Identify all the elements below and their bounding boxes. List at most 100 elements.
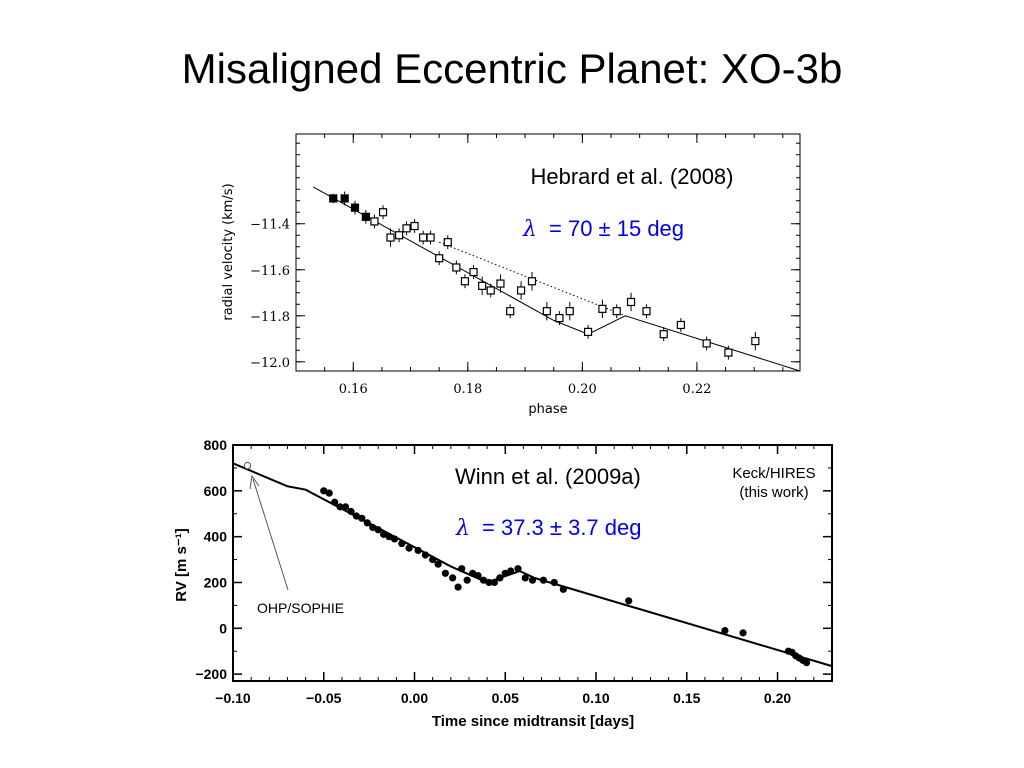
winn-data-point [539, 576, 547, 584]
winn-data-point [485, 578, 493, 587]
slide-title: Misaligned Eccentric Planet: XO-3b [181, 45, 843, 92]
winn-y-tick-label: 0 [219, 620, 227, 636]
hebrard-data-point [626, 297, 636, 307]
hebrard-data-point [460, 277, 470, 286]
hebrard-data-point [410, 221, 419, 231]
keck-legend-line2: (this work) [739, 484, 808, 501]
hebrard-data-point [598, 304, 607, 313]
winn-lambda-symbol: λ [455, 516, 470, 541]
winn-x-tick-label: 0.00 [401, 690, 428, 706]
winn-data-point [385, 533, 393, 541]
winn-data-point [347, 507, 355, 516]
hebrard-citation: Hebrard et al. (2008) [531, 164, 734, 189]
hebrard-y-tick-label: −11.4 [250, 218, 290, 233]
winn-citation: Winn et al. (2009a) [455, 464, 641, 489]
hebrard-data-point [659, 330, 668, 339]
hebrard-data-point [486, 286, 495, 295]
hebrard-lambda-symbol: λ [522, 217, 537, 242]
winn-data-point [390, 535, 399, 543]
hebrard-data-point [443, 238, 452, 247]
winn-x-tick-label: 0.05 [492, 690, 519, 706]
hebrard-data-point [583, 327, 593, 336]
hebrard-data-point [565, 307, 574, 316]
winn-data-point [449, 574, 457, 582]
hebrard-data-point [350, 203, 360, 212]
hebrard-data-point [340, 194, 349, 203]
winn-x-tick-label: 0.15 [673, 690, 700, 706]
winn-data-point [434, 560, 442, 568]
winn-data-point [358, 514, 366, 522]
sophie-label: OHP/SOPHIE [257, 600, 344, 616]
hebrard-x-tick-label: 0.22 [682, 382, 711, 397]
winn-data-point [363, 519, 371, 527]
hebrard-data-point [527, 277, 537, 286]
sophie-arrow-head [249, 474, 260, 490]
hebrard-data-point [542, 307, 551, 316]
winn-data-point [739, 629, 747, 637]
hebrard-lambda-value: = 70 ± 15 deg [549, 216, 684, 241]
winn-y-tick-label: 400 [204, 529, 228, 545]
hebrard-data-point [426, 233, 435, 242]
winn-data-point [559, 585, 567, 593]
winn-y-tick-label: 800 [204, 437, 228, 453]
hebrard-plot-frame [295, 133, 801, 372]
winn-lambda-value: = 37.3 ± 3.7 deg [482, 515, 641, 540]
winn-y-tick-label: 600 [204, 483, 228, 499]
hebrard-x-tick-label: 0.20 [568, 382, 597, 397]
hebrard-data-point [370, 217, 379, 226]
hebrard-ticks [296, 134, 800, 371]
hebrard-data-point [452, 263, 461, 272]
winn-data-point [474, 572, 482, 580]
winn-data-point [507, 567, 515, 575]
winn-x-tick-label: 0.20 [764, 690, 791, 706]
hebrard-data-point [612, 307, 621, 316]
winn-data-point [528, 576, 537, 584]
hebrard-data-point [402, 224, 411, 233]
winn-data-point [421, 551, 430, 559]
winn-data-point [414, 546, 422, 554]
winn-chart: −0.10 −0.05 0.00 0.05 0.10 0.15 0.20 800 600 400 2… [173, 437, 833, 730]
hebrard-data-point [478, 281, 487, 290]
hebrard-data-point [469, 267, 478, 277]
winn-data-point [469, 569, 477, 577]
hebrard-data-point [419, 233, 428, 242]
winn-data-point [501, 569, 509, 577]
keck-legend-line1: Keck/HIRES [732, 465, 815, 482]
winn-data-point [521, 574, 529, 582]
hebrard-chart: 0.16 0.18 0.20 0.22 −11.4 −11.6 −11.8 −12.0 pha… [221, 133, 801, 417]
winn-data-point [336, 503, 344, 511]
winn-data-point [369, 523, 377, 532]
hebrard-tick-labels: 0.16 0.18 0.20 0.22 −11.4 −11.6 −11.8 −12.0 [250, 218, 711, 397]
winn-data-point [374, 526, 382, 534]
winn-sophie-point [243, 461, 252, 470]
hebrard-x-axis-label: phase [528, 402, 567, 417]
hebrard-data-point [378, 208, 388, 217]
winn-data-point [550, 578, 558, 587]
hebrard-data-point [751, 336, 760, 346]
sophie-arrow-line [252, 478, 289, 591]
winn-data-point [352, 512, 361, 520]
winn-data-point [458, 565, 466, 573]
hebrard-data-point [386, 233, 395, 242]
hebrard-y-tick-label: −11.8 [250, 310, 290, 325]
winn-data-point [398, 539, 406, 548]
hebrard-x-tick-label: 0.16 [339, 382, 368, 397]
hebrard-x-tick-label: 0.18 [453, 382, 482, 397]
hebrard-data-point [394, 231, 404, 240]
hebrard-data-point [555, 313, 564, 323]
hebrard-data-point [361, 212, 370, 221]
hebrard-data-point [516, 286, 526, 295]
hebrard-data-point [702, 339, 711, 348]
winn-x-axis-label: Time since midtransit [days] [432, 713, 634, 730]
hebrard-y-tick-label: −12.0 [250, 356, 290, 371]
hebrard-data-point [435, 254, 444, 263]
winn-data-point [405, 544, 413, 552]
winn-data-point [320, 487, 328, 495]
winn-y-axis-label: RV [m s⁻¹] [173, 528, 190, 601]
winn-plot-frame [232, 444, 833, 682]
winn-data-point [331, 498, 339, 506]
winn-y-tick-label: 200 [204, 574, 228, 590]
winn-y-tick-label: −200 [195, 666, 227, 682]
winn-data-point [490, 578, 498, 587]
